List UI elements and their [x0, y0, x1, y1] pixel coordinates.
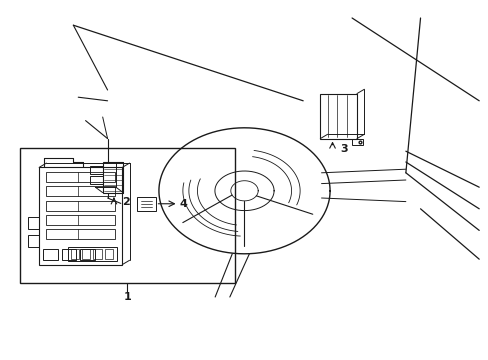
- Bar: [102, 162, 123, 193]
- Bar: [46, 215, 115, 225]
- Bar: [46, 186, 115, 196]
- Bar: [68, 247, 117, 261]
- Bar: [43, 249, 58, 260]
- Bar: [82, 249, 90, 259]
- Bar: [137, 197, 155, 211]
- Bar: [28, 235, 39, 247]
- Bar: [90, 176, 103, 184]
- Bar: [104, 249, 113, 259]
- Bar: [46, 201, 115, 211]
- Bar: [80, 249, 95, 260]
- Text: 4: 4: [180, 199, 187, 209]
- Bar: [39, 167, 122, 265]
- Text: 3: 3: [339, 144, 347, 154]
- Bar: [93, 249, 102, 259]
- Bar: [46, 229, 115, 239]
- Text: 2: 2: [122, 197, 130, 207]
- Bar: [61, 249, 76, 260]
- Text: 1: 1: [123, 292, 131, 302]
- Bar: [20, 148, 234, 283]
- Bar: [351, 139, 362, 145]
- Bar: [90, 166, 103, 174]
- Bar: [71, 249, 79, 259]
- Bar: [28, 217, 39, 229]
- Bar: [46, 172, 115, 182]
- Bar: [320, 94, 356, 139]
